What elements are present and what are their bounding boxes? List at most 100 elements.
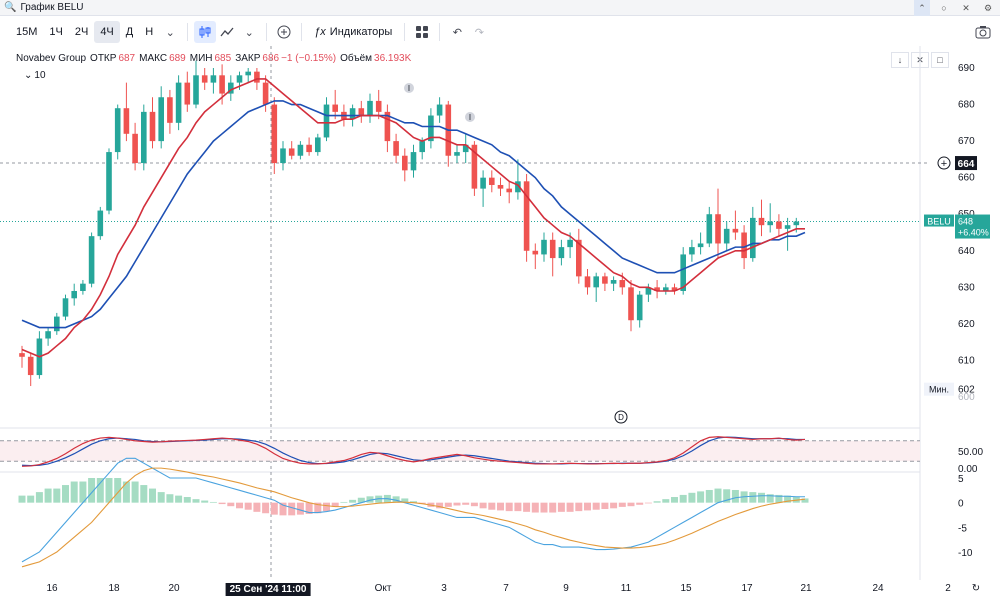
candle-body bbox=[219, 75, 225, 94]
macd-histogram-bar bbox=[488, 502, 496, 510]
candle-body bbox=[245, 71, 251, 76]
chart-type-dropdown-icon[interactable]: ⌄ bbox=[244, 26, 254, 39]
toolbar-divider bbox=[187, 23, 189, 41]
candle-body bbox=[175, 82, 182, 123]
arrow-down-icon[interactable]: ↓ bbox=[891, 52, 909, 68]
price-tick: 640 bbox=[958, 246, 975, 257]
candle-body bbox=[506, 188, 512, 193]
candle-body bbox=[419, 141, 425, 153]
close-icon[interactable]: ✕ bbox=[962, 2, 970, 13]
candle-body bbox=[62, 298, 69, 317]
timeframe-4h[interactable]: 4Ч bbox=[94, 21, 120, 43]
search-icon[interactable]: 🔍 bbox=[4, 2, 17, 13]
last-change-label: +6.40% bbox=[958, 228, 989, 238]
candle-body bbox=[489, 177, 495, 185]
time-tick: 24 bbox=[872, 583, 884, 594]
candle-body bbox=[375, 100, 382, 112]
candle-body bbox=[654, 287, 660, 291]
candle-body bbox=[201, 75, 208, 83]
candle-body bbox=[236, 75, 243, 83]
stoch-d-line bbox=[21, 436, 805, 467]
maximize-pane-icon[interactable]: □ bbox=[931, 52, 949, 68]
candle-body bbox=[689, 247, 695, 255]
macd-histogram-bar bbox=[131, 481, 139, 503]
redo-icon[interactable]: ↷ bbox=[474, 26, 484, 39]
candle-body bbox=[315, 137, 321, 153]
settings-icon[interactable]: ⚙ bbox=[983, 2, 993, 13]
line-chart-type-icon[interactable] bbox=[216, 21, 238, 43]
macd-histogram-bar bbox=[644, 502, 652, 504]
min-value: 602 bbox=[958, 385, 975, 396]
timeframe-15m[interactable]: 15M bbox=[16, 26, 38, 38]
macd-histogram-bar bbox=[549, 502, 557, 513]
camera-icon[interactable] bbox=[972, 21, 994, 43]
price-tick: 690 bbox=[958, 63, 975, 74]
candle-body bbox=[228, 82, 234, 94]
macd-histogram-bar bbox=[175, 495, 183, 503]
macd-histogram-bar bbox=[349, 499, 357, 503]
candle-body bbox=[410, 152, 417, 171]
candle-body bbox=[619, 280, 626, 288]
timeframe-1h[interactable]: 1Ч bbox=[49, 26, 63, 38]
timeframe-day[interactable]: Д bbox=[125, 26, 134, 38]
candle-body bbox=[54, 316, 60, 332]
time-tick: 21 bbox=[800, 583, 812, 594]
collapse-icon[interactable]: ⌃ bbox=[914, 0, 930, 16]
symbol-tag-label: BELU bbox=[927, 217, 951, 227]
time-tick: 15 bbox=[680, 583, 692, 594]
time-tick: 16 bbox=[46, 583, 58, 594]
candle-body bbox=[671, 287, 678, 291]
macd-histogram-bar bbox=[88, 478, 96, 503]
macd-histogram-bar bbox=[201, 500, 209, 503]
time-tick: 9 bbox=[563, 583, 569, 594]
candle-body bbox=[454, 152, 460, 156]
macd-histogram-bar bbox=[557, 502, 565, 512]
timeframe-dropdown-icon[interactable]: ⌄ bbox=[165, 26, 175, 39]
macd-histogram-bar bbox=[688, 492, 696, 503]
symbol-tag bbox=[924, 214, 954, 227]
time-tick: 11 bbox=[620, 583, 632, 594]
low-value: 685 bbox=[214, 53, 232, 64]
indicators-button[interactable]: ƒx Индикаторы bbox=[308, 21, 398, 43]
candles-chart-type-icon[interactable] bbox=[194, 21, 217, 43]
timeframe-week[interactable]: Н bbox=[145, 26, 154, 38]
last-price-tag bbox=[955, 214, 990, 239]
restore-icon[interactable]: ○ bbox=[941, 3, 947, 13]
macd-histogram-bar bbox=[279, 502, 287, 516]
macd-histogram-bar bbox=[122, 481, 130, 503]
macd-histogram-bar bbox=[766, 494, 774, 503]
macd-histogram-bar bbox=[705, 489, 713, 503]
macd-histogram-bar bbox=[731, 489, 739, 503]
macd-tick: 5 bbox=[958, 474, 964, 485]
symbol-name[interactable]: Novabev Group bbox=[16, 53, 87, 64]
event-marker bbox=[404, 83, 414, 93]
macd-histogram-bar bbox=[105, 478, 113, 503]
macd-histogram-bar bbox=[183, 497, 191, 503]
macd-histogram-bar bbox=[209, 501, 217, 503]
timezone-settings-icon[interactable]: ↻ bbox=[971, 583, 981, 594]
layouts-grid-icon[interactable] bbox=[411, 21, 433, 43]
candle-body bbox=[71, 290, 77, 299]
macd-histogram-bar bbox=[575, 502, 583, 512]
macd-histogram-bar bbox=[392, 496, 400, 503]
compare-add-icon[interactable] bbox=[273, 21, 295, 43]
price-chart[interactable]: IID690680670660650640630620610600664+BEL… bbox=[0, 46, 1000, 580]
undo-icon[interactable]: ↶ bbox=[452, 26, 462, 39]
candle-body bbox=[210, 75, 217, 83]
candle-body bbox=[741, 232, 747, 259]
candle-body bbox=[515, 181, 521, 193]
event-marker bbox=[465, 112, 475, 122]
price-tick: 630 bbox=[958, 282, 975, 293]
indicator-toggle[interactable]: ⌄ 10 bbox=[24, 70, 46, 81]
timeframe-2h[interactable]: 2Ч bbox=[74, 26, 89, 38]
macd-histogram-bar bbox=[166, 494, 174, 503]
macd-histogram-bar bbox=[566, 502, 574, 512]
candle-body bbox=[497, 184, 504, 189]
macd-histogram-bar bbox=[436, 502, 444, 509]
volume-label: Объём bbox=[340, 53, 373, 64]
macd-histogram-bar bbox=[592, 502, 600, 510]
candle-body bbox=[27, 356, 34, 376]
dividend-marker-label: D bbox=[618, 413, 624, 422]
macd-histogram-bar bbox=[270, 502, 278, 515]
candle-body bbox=[97, 210, 104, 237]
